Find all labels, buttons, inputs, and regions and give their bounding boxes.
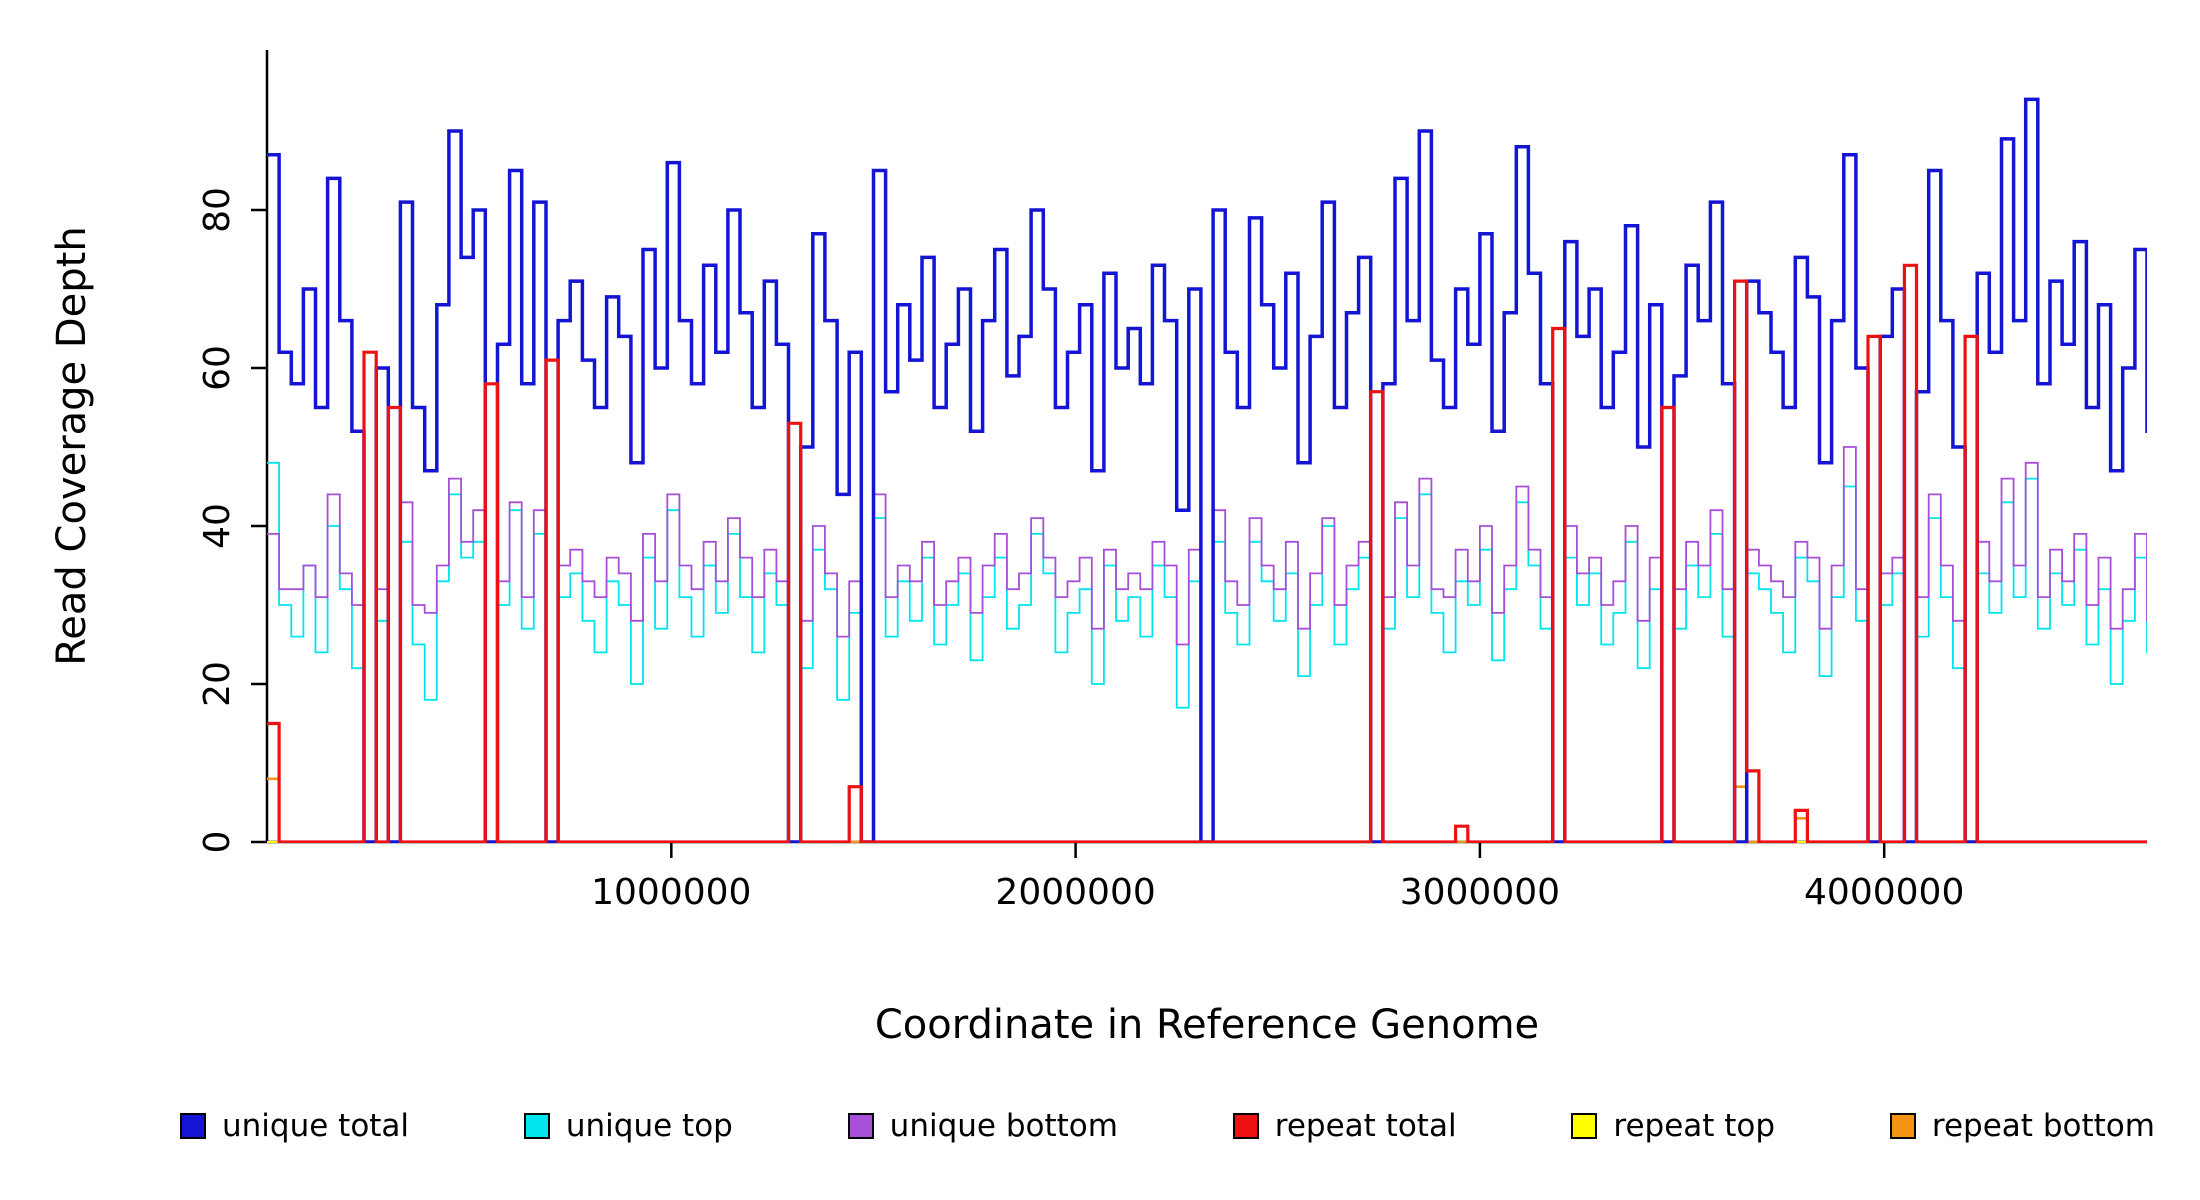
legend-swatch-repeat-bottom — [1889, 1113, 1916, 1139]
y-axis-ticks: 0 20 40 60 80 — [197, 187, 267, 853]
series-repeat-total — [267, 263, 2147, 843]
y-tick-label: 80 — [197, 187, 238, 233]
series-layer — [267, 97, 2147, 843]
chart-legend: unique total unique top unique bottom repea… — [180, 1108, 2155, 1144]
legend-label-unique-top: unique top — [565, 1108, 733, 1144]
legend-swatch-unique-bottom — [847, 1113, 874, 1139]
legend-swatch-unique-top — [523, 1113, 550, 1139]
legend-item-repeat-bottom: repeat bottom — [1889, 1108, 2155, 1144]
y-axis-title: Read Coverage Depth — [49, 226, 95, 665]
x-axis-ticks: 1000000 2000000 3000000 4000000 — [591, 842, 1964, 913]
legend-item-unique-bottom: unique bottom — [847, 1108, 1118, 1144]
legend-item-unique-total: unique total — [180, 1108, 409, 1144]
legend-label-unique-total: unique total — [222, 1108, 410, 1144]
legend-label-repeat-bottom: repeat bottom — [1931, 1108, 2155, 1144]
legend-swatch-unique-total — [180, 1113, 206, 1139]
legend-swatch-repeat-total — [1232, 1113, 1259, 1139]
x-tick-label: 2000000 — [995, 872, 1155, 913]
y-tick-label: 20 — [197, 661, 238, 707]
legend-label-repeat-total: repeat total — [1274, 1108, 1457, 1144]
y-tick-label: 60 — [197, 345, 238, 391]
legend-item-unique-top: unique top — [523, 1108, 733, 1144]
y-tick-label: 0 — [197, 831, 238, 854]
legend-swatch-repeat-top — [1571, 1113, 1598, 1139]
legend-item-repeat-total: repeat total — [1232, 1108, 1457, 1144]
legend-label-repeat-top: repeat top — [1613, 1108, 1776, 1144]
x-axis-title: Coordinate in Reference Genome — [875, 1002, 1539, 1048]
series-unique-total — [267, 97, 2147, 843]
x-tick-label: 4000000 — [1804, 872, 1964, 913]
legend-label-unique-bottom: unique bottom — [889, 1108, 1118, 1144]
x-tick-label: 3000000 — [1400, 872, 1560, 913]
legend-item-repeat-top: repeat top — [1571, 1108, 1775, 1144]
x-tick-label: 1000000 — [591, 872, 751, 913]
y-tick-label: 40 — [197, 503, 238, 549]
